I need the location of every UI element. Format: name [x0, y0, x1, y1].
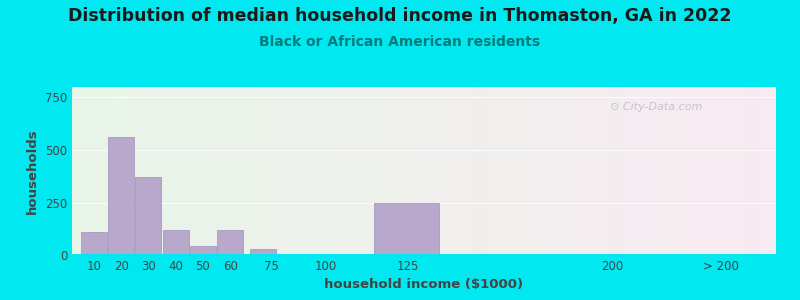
Bar [162, 230, 189, 255]
Bar [135, 177, 162, 255]
Bar [599, 254, 626, 255]
Bar [250, 249, 276, 255]
Text: Distribution of median household income in Thomaston, GA in 2022: Distribution of median household income … [68, 8, 732, 26]
Bar [190, 245, 216, 255]
Bar [81, 232, 106, 255]
Bar [218, 230, 243, 255]
Y-axis label: households: households [26, 128, 39, 214]
Bar [108, 137, 134, 255]
Bar [374, 203, 438, 255]
X-axis label: household income ($1000): household income ($1000) [325, 278, 523, 291]
Text: ⊙ City-Data.com: ⊙ City-Data.com [610, 102, 702, 112]
Text: Black or African American residents: Black or African American residents [259, 34, 541, 49]
